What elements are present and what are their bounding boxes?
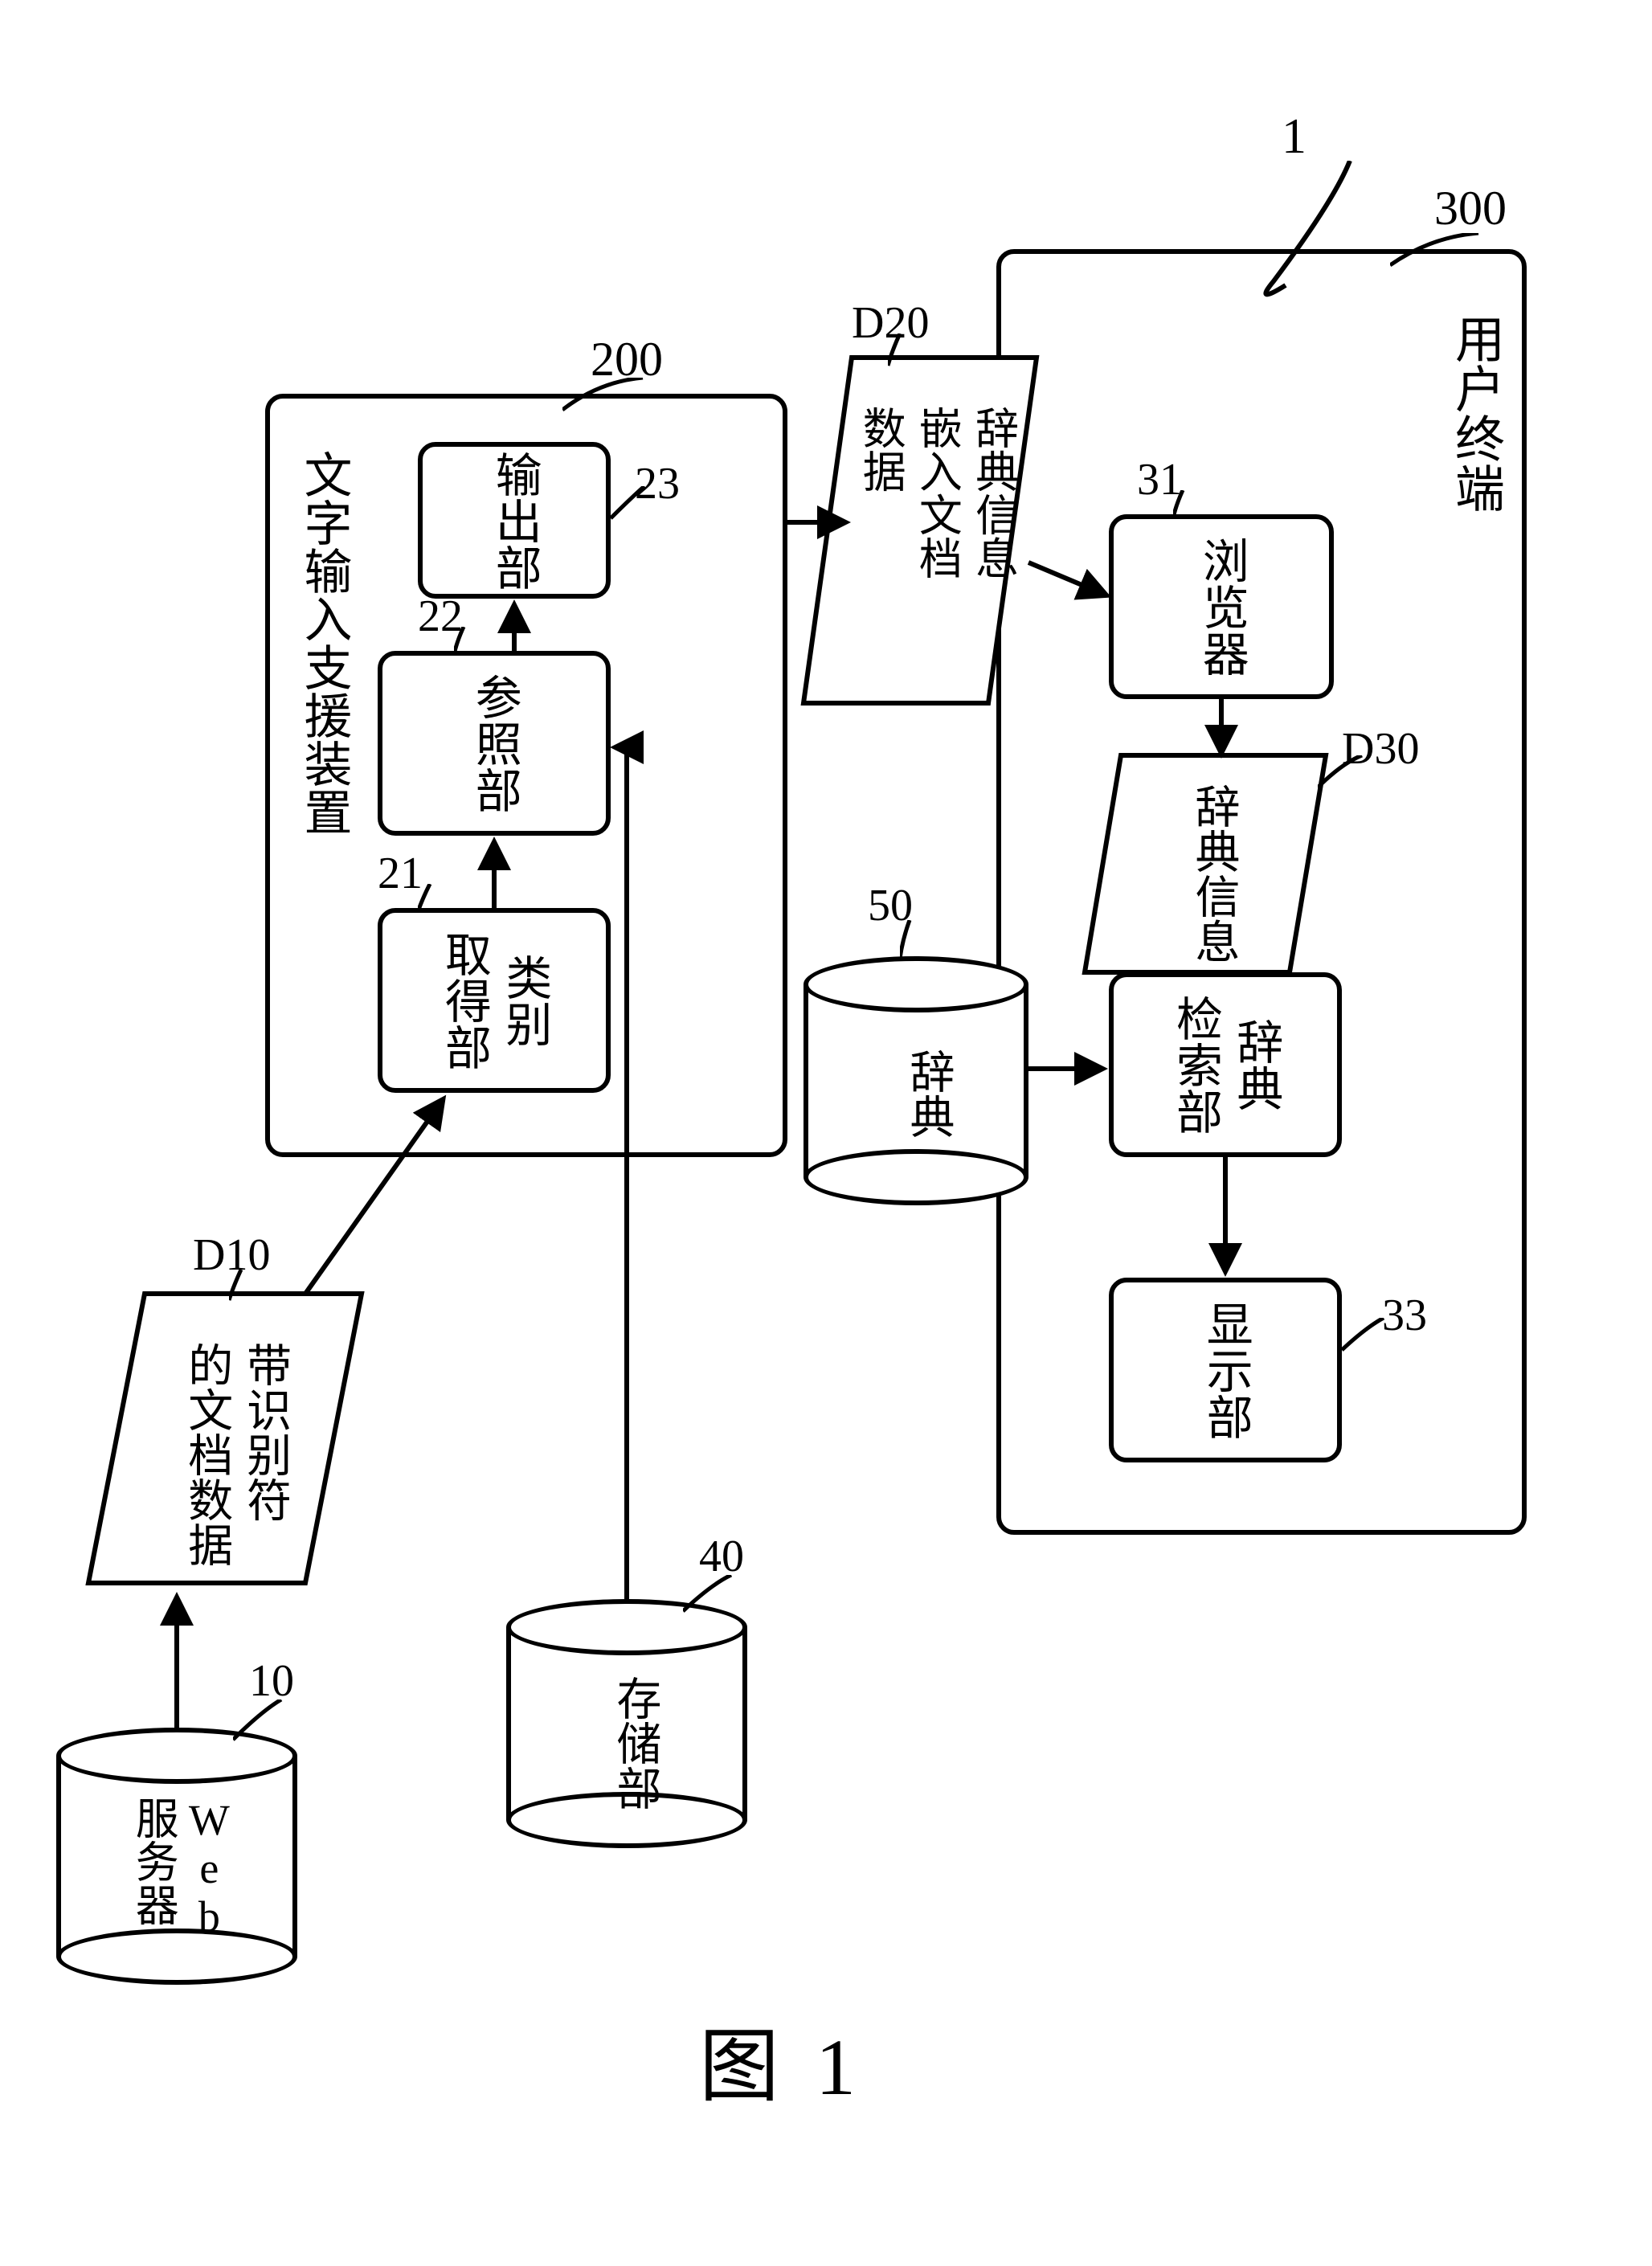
component-22: 参照部	[378, 651, 611, 836]
c21-ref: 21	[378, 848, 423, 899]
db-storage: 存储部	[506, 1599, 747, 1848]
d20-line2: 嵌入文档	[912, 406, 960, 579]
db-dictionary: 辞典	[804, 956, 1028, 1205]
c33-label: 显示部	[1195, 1300, 1255, 1440]
leader-31	[1173, 490, 1221, 522]
leader-300	[1390, 233, 1486, 273]
component-23: 输出部	[418, 442, 611, 599]
leader-22	[454, 627, 502, 659]
db-web-line2: 服务器	[129, 1796, 177, 1926]
db-web: Web服务器	[56, 1728, 297, 1985]
component-33: 显示部	[1109, 1278, 1342, 1462]
figure-caption: 图 1	[699, 2001, 864, 2117]
d20-line1: 辞典信息	[969, 406, 1017, 579]
db-storage-text: 存储部	[603, 1675, 668, 1810]
component-21: 类别取得部	[378, 908, 611, 1093]
c21-line2: 取得部	[438, 931, 490, 1070]
c21-line1: 类别	[498, 954, 550, 1047]
leader-50	[900, 920, 948, 964]
component-31: 浏览器	[1109, 514, 1334, 699]
device-300-ref: 300	[1434, 181, 1507, 236]
leader-200	[562, 378, 651, 418]
d10-line2: 的文档数据	[182, 1342, 231, 1567]
leader-21	[418, 884, 466, 916]
c32-line2: 检索部	[1169, 995, 1221, 1135]
leader-10	[233, 1700, 289, 1748]
c32-line1: 辞典	[1229, 1018, 1282, 1111]
c31-label: 浏览器	[1191, 537, 1251, 677]
db-dictionary-text: 辞典	[896, 1049, 961, 1139]
system-ref: 1	[1282, 108, 1306, 166]
device-200-title: 文字输入支援装置	[289, 450, 359, 836]
d30-text: 辞典信息	[1181, 783, 1246, 963]
leader-d10	[229, 1270, 277, 1306]
db-web-line1: Web	[185, 1796, 233, 1941]
d20-line3: 数据	[856, 406, 904, 493]
diagram-canvas: 1 文字输入支援装置 200 用户终端 300 类别取得部 21 参照部 22 …	[0, 0, 1652, 2266]
component-32: 辞典检索部	[1109, 972, 1342, 1157]
leader-40	[683, 1575, 739, 1619]
c23-label: 输出部	[484, 451, 544, 591]
leader-33	[1342, 1318, 1390, 1358]
d10-text: 带识别符的文档数据	[177, 1342, 294, 1567]
leader-23	[611, 486, 651, 526]
device-300-title: 用户终端	[1438, 313, 1511, 513]
db-web-text: Web服务器	[125, 1796, 237, 1941]
leader-d20	[888, 333, 936, 370]
leader-d30	[1318, 755, 1374, 796]
c22-label: 参照部	[464, 673, 524, 813]
d20-text: 辞典信息嵌入文档数据	[852, 406, 1021, 579]
d10-line1: 带识别符	[240, 1342, 290, 1522]
